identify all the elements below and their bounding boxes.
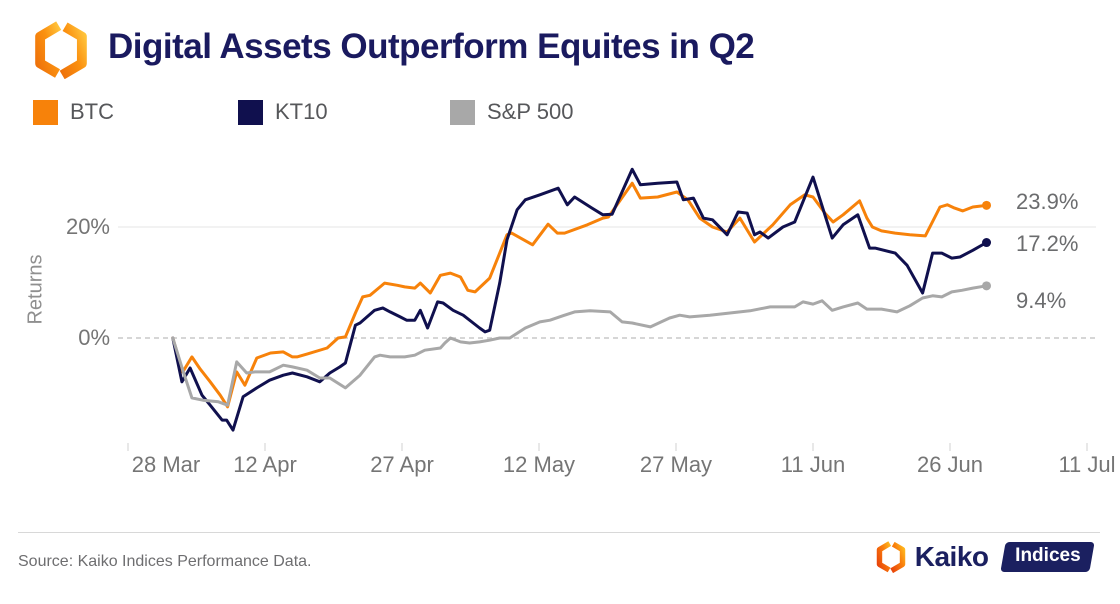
- kt10-swatch-icon: [238, 99, 263, 125]
- x-tick-label-26 Jun: 26 Jun: [917, 452, 983, 477]
- series-line-BTC: [171, 181, 988, 409]
- sp500-end-value-label: 9.4%: [1016, 288, 1067, 313]
- footer-divider: [18, 532, 1100, 533]
- brand-badge: Indices: [999, 542, 1095, 572]
- source-note: Source: Kaiko Indices Performance Data.: [18, 553, 312, 570]
- page-title: Digital Assets Outperform Equites in Q2: [108, 27, 755, 66]
- brand-lockup: Kaiko Indices: [875, 541, 1095, 573]
- legend-item-sp500: S&P 500: [450, 99, 573, 125]
- y-tick-label-0%: 0%: [78, 325, 110, 350]
- sp500-swatch-icon: [450, 99, 475, 125]
- legend-label-sp500: S&P 500: [487, 99, 574, 124]
- kaiko-logo-icon-small: [876, 541, 906, 573]
- x-tick-label-11 Jul: 11 Jul: [1058, 452, 1115, 477]
- btc-swatch-icon: [33, 99, 58, 125]
- series-end-dot-BTC: [982, 200, 992, 210]
- series-end-dot-KT10: [982, 238, 992, 248]
- legend-item-btc: BTC: [33, 99, 114, 125]
- x-tick-label-12 Apr: 12 Apr: [233, 452, 297, 477]
- series-line-S&P 500: [171, 284, 988, 407]
- x-tick-label-27 May: 27 May: [640, 452, 712, 477]
- kaiko-logo-icon: [35, 21, 87, 79]
- legend-label-btc: BTC: [70, 99, 114, 124]
- series-line-KT10: [171, 167, 988, 432]
- btc-end-value-label: 23.9%: [1016, 189, 1079, 214]
- series-end-dot-S&P 500: [982, 281, 992, 291]
- returns-line-chart: 20% 0% 28 Mar 12 Apr 27 Apr 12 May 27 May 11 Ju…: [66, 167, 1116, 477]
- y-tick-label-20%: 20%: [66, 214, 110, 239]
- x-tick-label-11 Jun: 11 Jun: [781, 452, 845, 477]
- brand-badge-label: Indices: [1014, 545, 1081, 566]
- legend-label-kt10: KT10: [275, 99, 328, 124]
- brand-name: Kaiko: [914, 541, 989, 572]
- x-tick-label-27 Apr: 27 Apr: [370, 452, 434, 477]
- kt10-end-value-label: 17.2%: [1016, 231, 1079, 256]
- x-tick-label-28 Mar: 28 Mar: [132, 452, 200, 477]
- x-tick-label-12 May: 12 May: [503, 452, 575, 477]
- legend-item-kt10: KT10: [238, 99, 328, 125]
